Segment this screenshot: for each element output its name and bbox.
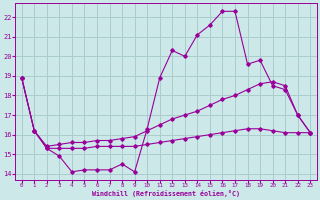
X-axis label: Windchill (Refroidissement éolien,°C): Windchill (Refroidissement éolien,°C) bbox=[92, 190, 240, 197]
